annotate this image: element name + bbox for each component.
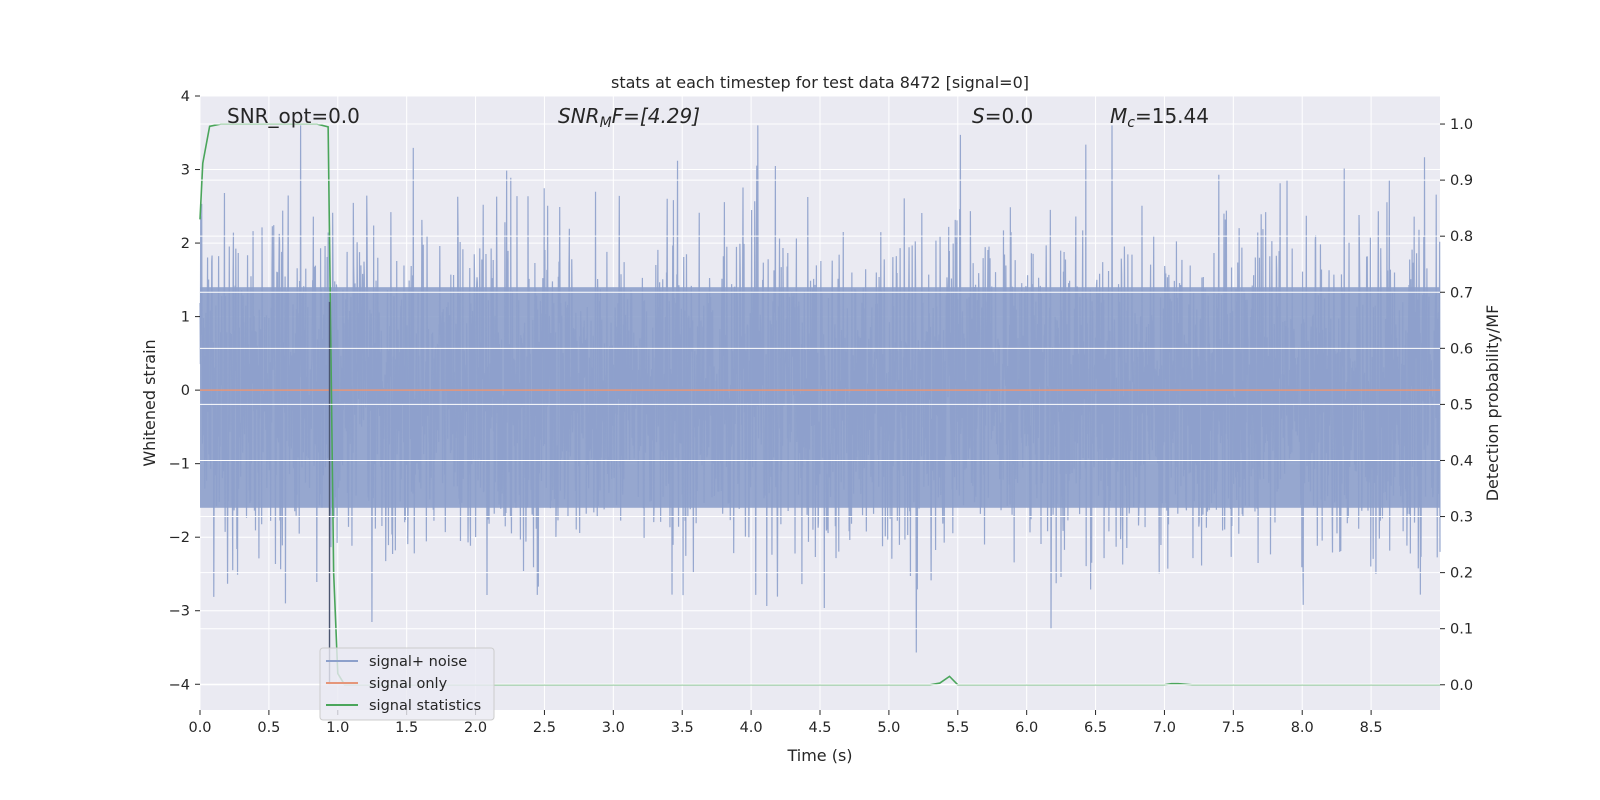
x-axis-ticks: 0.0 0.5 1.0 1.5 2.0 2.5 3.0 3.5 4.0 4.5 5.0 5.5 6.0 6… xyxy=(188,710,1383,736)
y-right-tick-label: 0.1 xyxy=(1450,622,1473,638)
annotation-mc-value: =15.44 xyxy=(1135,104,1209,128)
y-right-tick-label: 0.7 xyxy=(1450,285,1473,301)
y-axis-right-ticks: 1.0 0.9 0.8 0.7 0.6 0.5 0.4 0.3 0.2 0.1 0.0 xyxy=(1440,117,1473,694)
x-tick-label: 3.0 xyxy=(602,720,625,736)
y-right-tick-label: 0.0 xyxy=(1450,678,1473,694)
annotation-mc-symbol: M xyxy=(1110,104,1127,128)
annotation-snr-mf: SNRMF=[4.29] xyxy=(558,104,700,131)
legend: signal+ noise signal only signal statist… xyxy=(319,647,495,721)
signal-noise-line xyxy=(199,125,1441,653)
annotation-snr-opt: SNR_opt=0.0 xyxy=(227,104,360,128)
y-left-tick-label: 0 xyxy=(181,383,190,399)
y-right-tick-label: 0.2 xyxy=(1450,566,1473,582)
annotation-s-value: =0.0 xyxy=(985,104,1034,128)
y-axis-right-label: Detection probability/MF xyxy=(1483,305,1502,502)
y-left-tick-label: −4 xyxy=(169,677,190,693)
x-tick-label: 8.5 xyxy=(1360,720,1383,736)
y-left-tick-label: 4 xyxy=(181,89,190,105)
y-left-tick-label: −1 xyxy=(169,457,190,473)
y-right-tick-label: 0.6 xyxy=(1450,341,1473,357)
x-tick-label: 0.0 xyxy=(188,720,211,736)
right-grid xyxy=(200,123,1440,686)
legend-label-signal-only: signal only xyxy=(369,676,448,692)
y-left-tick-label: −2 xyxy=(169,530,190,546)
x-tick-label: 2.5 xyxy=(533,720,556,736)
x-tick-label: 7.0 xyxy=(1153,720,1176,736)
legend-label-signal-noise: signal+ noise xyxy=(369,654,467,670)
y-left-tick-label: 1 xyxy=(181,310,190,326)
x-tick-label: 2.0 xyxy=(464,720,487,736)
y-right-tick-label: 0.3 xyxy=(1450,510,1473,526)
annotation-mc: Mc=15.44 xyxy=(1110,104,1209,131)
y-right-tick-label: 1.0 xyxy=(1450,117,1473,133)
y-left-tick-label: 3 xyxy=(181,163,190,179)
annotation-s-symbol: S xyxy=(972,104,985,128)
annotation-mc-subscript: c xyxy=(1127,115,1135,131)
annotation-snr-mf-main: SNR xyxy=(558,104,600,128)
x-tick-label: 6.5 xyxy=(1084,720,1107,736)
x-tick-label: 4.0 xyxy=(740,720,763,736)
chart-title: stats at each timestep for test data 847… xyxy=(611,73,1029,92)
legend-box xyxy=(319,647,495,721)
y-axis-left-ticks: 4 3 2 1 0 −1 −2 −3 −4 xyxy=(169,89,200,693)
annotation-s: S=0.0 xyxy=(972,104,1033,128)
y-left-tick-label: 2 xyxy=(181,236,190,252)
y-right-tick-label: 0.8 xyxy=(1450,229,1473,245)
y-axis-left-label: Whitened strain xyxy=(140,339,159,466)
x-tick-label: 0.5 xyxy=(257,720,280,736)
x-tick-label: 5.5 xyxy=(946,720,969,736)
y-left-tick-label: −3 xyxy=(169,604,190,620)
x-tick-label: 5.0 xyxy=(877,720,900,736)
x-tick-label: 4.5 xyxy=(808,720,831,736)
x-tick-label: 1.5 xyxy=(395,720,418,736)
y-right-tick-label: 0.4 xyxy=(1450,453,1473,469)
x-tick-label: 7.5 xyxy=(1222,720,1245,736)
y-right-tick-label: 0.5 xyxy=(1450,397,1473,413)
y-right-tick-label: 0.9 xyxy=(1450,173,1473,189)
noise-series xyxy=(199,125,1441,653)
legend-label-signal-statistics: signal statistics xyxy=(369,698,481,714)
x-tick-label: 6.0 xyxy=(1015,720,1038,736)
x-tick-label: 3.5 xyxy=(671,720,694,736)
x-tick-label: 1.0 xyxy=(326,720,349,736)
annotation-snr-mf-subscript: M xyxy=(600,115,612,131)
annotation-snr-mf-rest: F=[4.29] xyxy=(612,104,700,128)
x-axis-label: Time (s) xyxy=(786,746,852,765)
x-tick-label: 8.0 xyxy=(1291,720,1314,736)
